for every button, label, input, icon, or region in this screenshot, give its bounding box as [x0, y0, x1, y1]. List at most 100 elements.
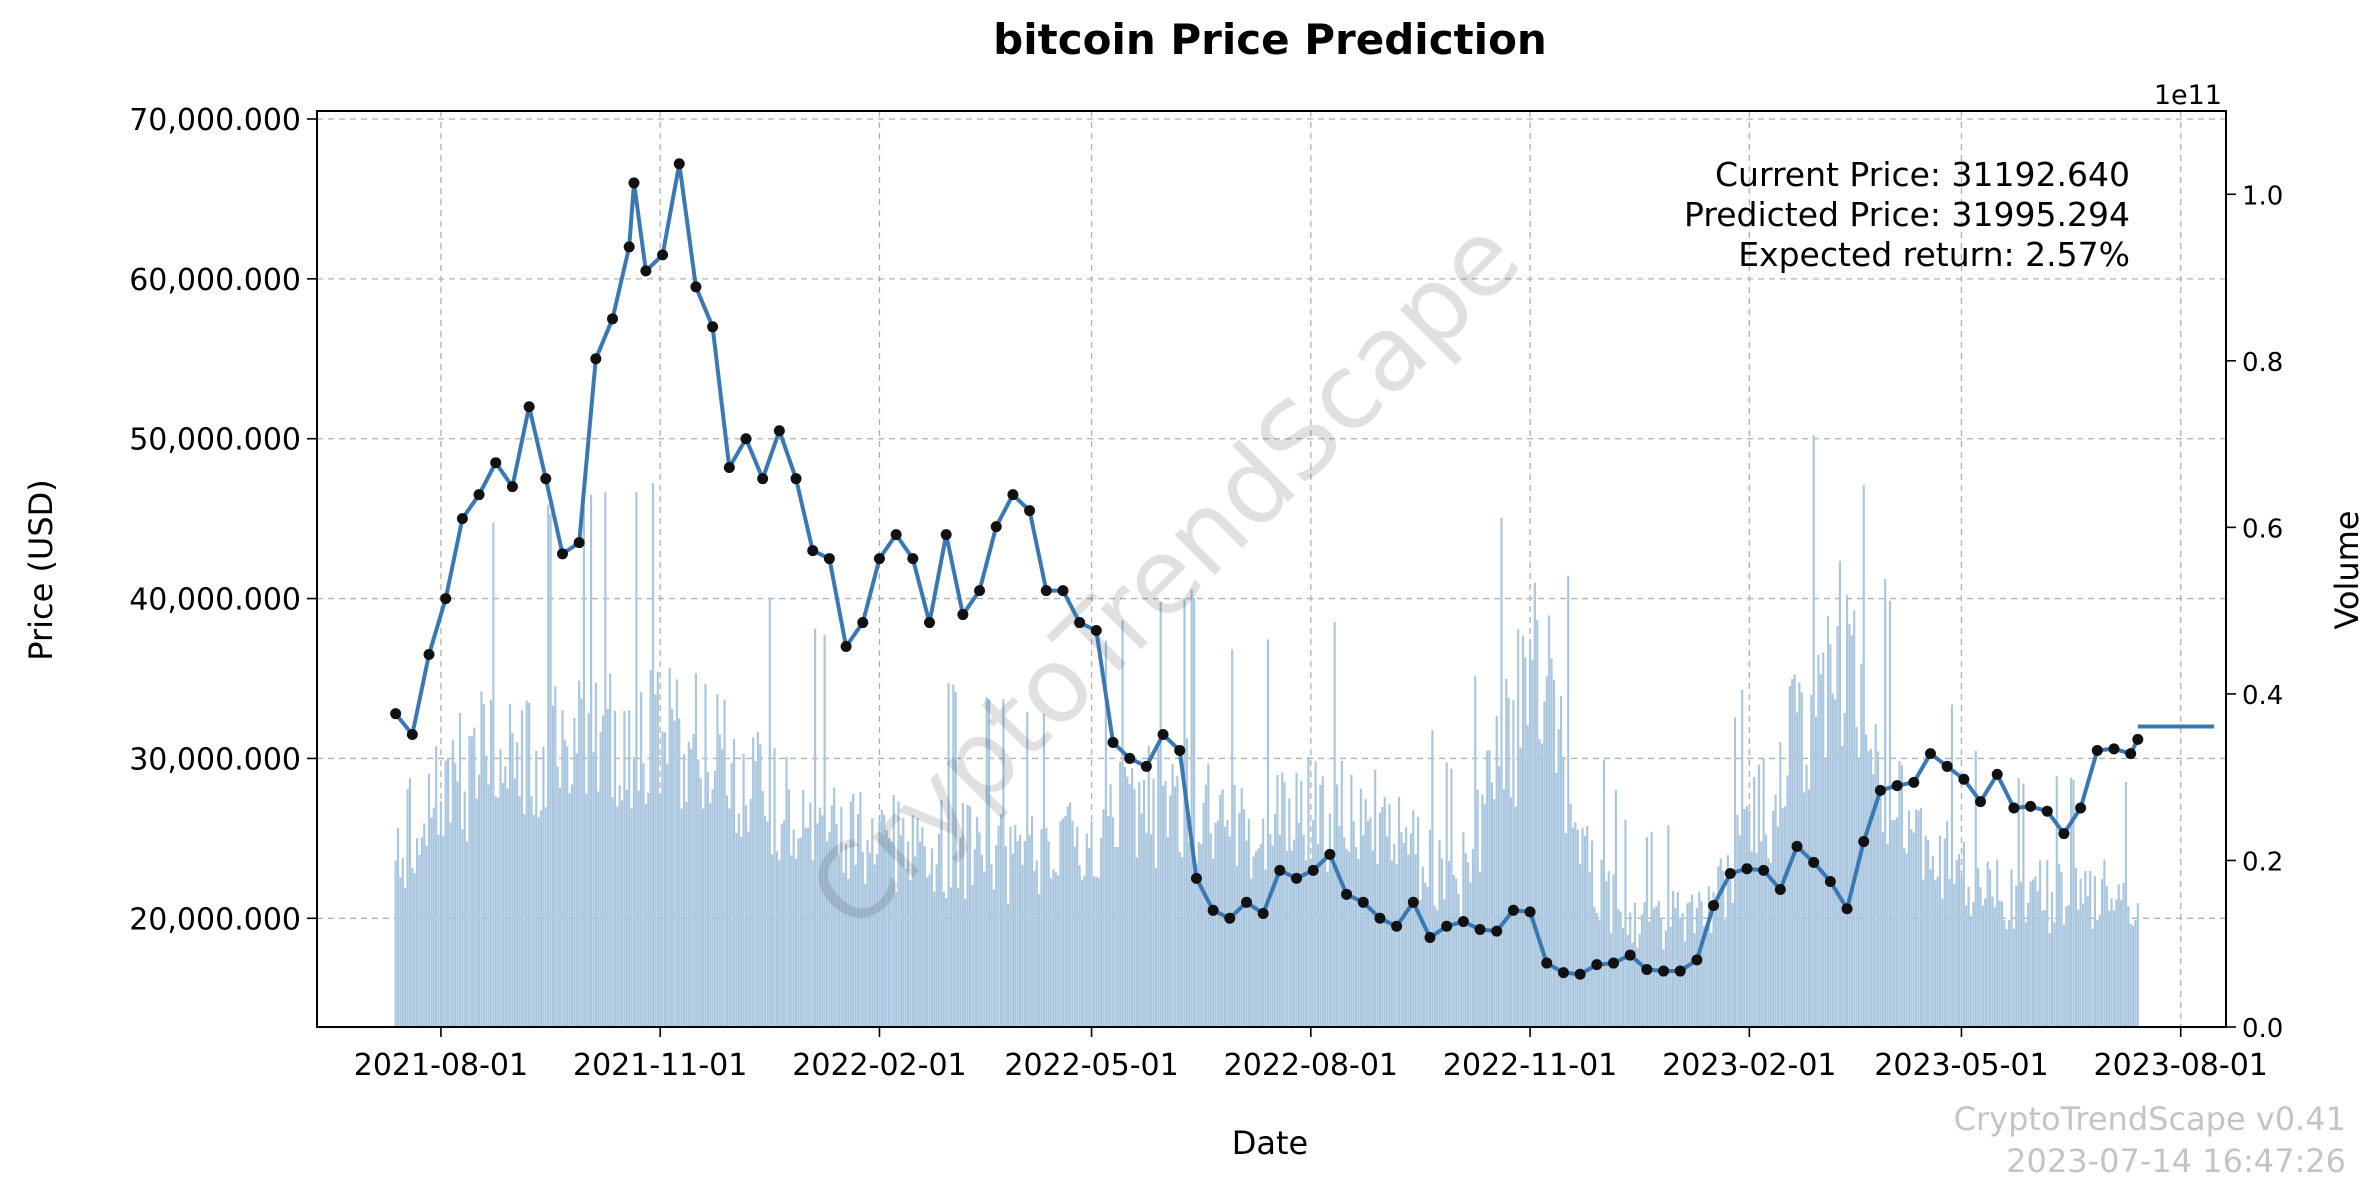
volume-bar: [930, 848, 933, 1027]
volume-bar: [1955, 860, 1958, 1027]
volume-bar: [2122, 882, 2125, 1027]
volume-bar: [494, 796, 497, 1027]
volume-bar: [1054, 872, 1057, 1027]
volume-bar: [473, 727, 476, 1027]
volume-bar: [1633, 902, 1637, 1027]
volume-bar: [1588, 871, 1591, 1027]
volume-bar: [1397, 796, 1401, 1027]
price-point: [1174, 744, 1186, 756]
volume-bar: [947, 683, 950, 1027]
volume-bar: [1202, 802, 1205, 1027]
volume-bar: [1357, 859, 1360, 1027]
volume-bar: [1605, 881, 1608, 1027]
price-point: [873, 553, 885, 565]
volume-bar: [563, 739, 566, 1027]
price-point: [406, 728, 418, 740]
volume-bar: [606, 709, 609, 1027]
x-tick-label: 2023-02-01: [1662, 1048, 1836, 1083]
volume-bar: [1233, 784, 1236, 1027]
volume-bar: [1719, 858, 1722, 1027]
y-tick-label: 50,000.000: [129, 423, 301, 458]
volume-bar: [906, 841, 910, 1027]
price-point: [1591, 959, 1603, 971]
axes: [307, 110, 2236, 1037]
volume-bar: [570, 784, 574, 1027]
volume-bar: [1188, 841, 1191, 1027]
volume-bar: [756, 731, 759, 1027]
price-point: [1708, 900, 1720, 912]
price-point: [1724, 868, 1736, 880]
volume-bar: [1369, 817, 1372, 1027]
volume-bar: [1090, 821, 1093, 1027]
volume-bar: [1443, 899, 1446, 1027]
price-point: [1007, 489, 1019, 501]
price-point: [1324, 848, 1336, 860]
volume-bar: [477, 774, 481, 1027]
volume-bar: [1455, 878, 1458, 1027]
volume-bar: [1333, 621, 1336, 1027]
volume-bar: [1059, 821, 1062, 1027]
volume-bar: [1636, 947, 1639, 1027]
volume-bar: [523, 814, 526, 1027]
volume-bar: [933, 891, 936, 1027]
volume-bar: [463, 791, 466, 1027]
volume-bar: [399, 877, 402, 1027]
price-point: [990, 521, 1002, 533]
volume-bar: [408, 778, 412, 1027]
volume-bar: [1717, 866, 1720, 1027]
price-point: [390, 708, 402, 720]
volume-bar: [1295, 772, 1298, 1027]
volume-bar: [1662, 949, 1665, 1027]
volume-bar: [883, 814, 886, 1027]
volume-bar: [2046, 859, 2049, 1027]
volume-bar: [1984, 898, 1987, 1027]
volume-bar: [814, 628, 817, 1027]
price-point: [540, 473, 552, 485]
volume-bar: [923, 846, 926, 1027]
volume-bar: [435, 746, 438, 1027]
volume-bar: [1924, 835, 1927, 1027]
volume-bar: [799, 837, 802, 1027]
volume-bar: [1495, 715, 1498, 1027]
price-point: [440, 593, 452, 605]
volume-bar: [1183, 599, 1186, 1027]
price-point: [1357, 896, 1369, 908]
volume-bar: [937, 833, 941, 1027]
volume-bar: [1030, 816, 1034, 1027]
volume-bar: [787, 789, 790, 1027]
volume-bar: [1250, 878, 1253, 1027]
price-point: [1958, 773, 1970, 785]
price-point: [1424, 931, 1436, 943]
volume-bar: [444, 760, 447, 1027]
price-point: [1240, 896, 1252, 908]
volume-bar: [1290, 850, 1293, 1027]
volume-bar: [601, 715, 605, 1027]
volume-bar: [1414, 853, 1417, 1027]
volume-bar: [1621, 927, 1625, 1027]
volume-bar: [528, 702, 531, 1027]
volume-bar: [768, 597, 771, 1027]
volume-bar: [1436, 909, 1439, 1027]
volume-bar: [1590, 840, 1594, 1027]
volume-bar: [609, 673, 612, 1027]
price-point: [890, 529, 902, 541]
volume-bar: [1722, 871, 1725, 1027]
volume-bar: [1426, 886, 1429, 1027]
volume-bar: [1612, 874, 1615, 1027]
volume-bar: [430, 817, 433, 1027]
volume-bar: [1138, 782, 1141, 1027]
volume-bar: [1600, 859, 1603, 1027]
volume-bar: [1629, 912, 1632, 1027]
volume-bar: [594, 682, 597, 1027]
volume-bar: [1119, 761, 1122, 1027]
volume-bar: [1259, 844, 1262, 1027]
volume-bar: [916, 818, 919, 1027]
volume-bar: [1514, 806, 1517, 1027]
volume-bar: [1667, 825, 1670, 1027]
volume-bar: [1996, 859, 1999, 1027]
price-point: [1224, 912, 1236, 924]
price-point: [924, 617, 936, 629]
volume-bar: [637, 790, 640, 1027]
volume-bar: [501, 783, 504, 1027]
volume-bar: [1402, 843, 1405, 1027]
